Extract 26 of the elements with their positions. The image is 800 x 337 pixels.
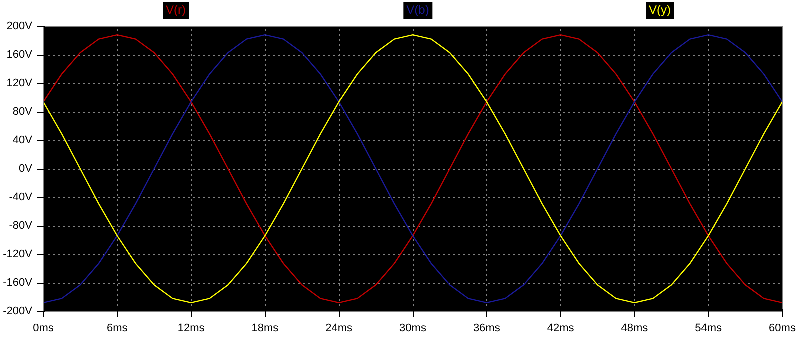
y-tick-label: -80V [9,220,34,232]
y-tick-label: 120V [6,78,34,90]
y-tick-label: 200V [6,20,34,32]
line-series [44,34,782,304]
x-tick-label: 60ms [769,322,796,334]
x-tick-label: 24ms [326,322,354,334]
text: V(r) [163,2,189,20]
text: V(b) [404,2,432,20]
y-tick-label: 40V [12,134,34,146]
x-tick-label: 6ms [107,322,128,334]
x-tick-label: 54ms [695,322,723,334]
y-tick-label: 80V [12,106,34,118]
x-tick-label: 18ms [252,322,280,334]
y-tick-label: -160V [3,277,34,289]
x-tick-label: 0ms [33,322,54,334]
x-tick-label: 12ms [178,322,206,334]
x-tick-label: 36ms [473,322,501,334]
text: V(y) [646,2,674,20]
x-tick-label: 30ms [400,322,427,334]
x-tick-label: 42ms [547,322,575,334]
y-tick-label: 160V [6,49,34,61]
y-tick-label: 0V [19,163,34,175]
y-tick-label: -120V [3,248,34,260]
x-tick-label: 48ms [621,322,649,334]
y-tick-label: -40V [9,192,34,204]
y-tick-label: -200V [3,306,34,318]
